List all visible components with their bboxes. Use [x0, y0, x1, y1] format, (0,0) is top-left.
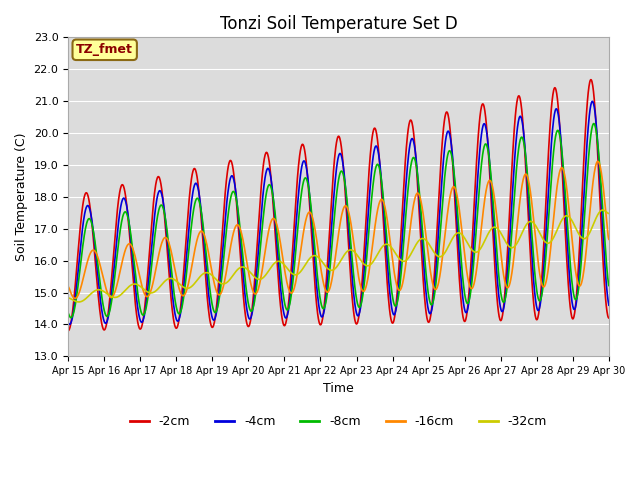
-32cm: [245, 268, 253, 274]
-16cm: [605, 237, 612, 242]
-4cm: [423, 295, 431, 301]
-2cm: [587, 77, 595, 83]
-32cm: [605, 211, 612, 216]
-32cm: [541, 239, 549, 245]
-4cm: [172, 314, 179, 320]
-8cm: [590, 120, 598, 126]
-4cm: [245, 316, 253, 322]
-2cm: [605, 315, 612, 321]
-4cm: [605, 302, 612, 308]
-16cm: [71, 296, 79, 301]
-4cm: [66, 322, 74, 327]
-4cm: [589, 98, 596, 104]
-8cm: [172, 301, 179, 307]
-32cm: [599, 207, 607, 213]
-16cm: [423, 239, 431, 245]
Text: TZ_fmet: TZ_fmet: [76, 43, 133, 56]
-2cm: [172, 324, 179, 330]
X-axis label: Time: Time: [323, 382, 354, 395]
-32cm: [185, 285, 193, 291]
-2cm: [245, 324, 253, 329]
-16cm: [185, 279, 193, 285]
-32cm: [172, 277, 179, 283]
-8cm: [423, 276, 431, 282]
-16cm: [64, 284, 72, 289]
-32cm: [493, 226, 501, 231]
-2cm: [64, 328, 72, 334]
-32cm: [64, 295, 72, 301]
-16cm: [541, 282, 549, 288]
Line: -4cm: -4cm: [68, 101, 609, 324]
-32cm: [423, 238, 431, 244]
-16cm: [594, 158, 602, 164]
-8cm: [64, 311, 72, 316]
Y-axis label: Soil Temperature (C): Soil Temperature (C): [15, 132, 28, 261]
-8cm: [185, 248, 193, 253]
Line: -8cm: -8cm: [68, 123, 609, 318]
-16cm: [493, 218, 501, 224]
-16cm: [172, 270, 179, 276]
-4cm: [541, 246, 549, 252]
Legend: -2cm, -4cm, -8cm, -16cm, -32cm: -2cm, -4cm, -8cm, -16cm, -32cm: [125, 410, 552, 433]
-2cm: [493, 294, 500, 300]
-8cm: [67, 315, 75, 321]
-8cm: [245, 305, 253, 311]
Line: -32cm: -32cm: [68, 210, 609, 302]
Line: -16cm: -16cm: [68, 161, 609, 299]
-8cm: [493, 255, 501, 261]
-2cm: [184, 205, 192, 211]
-16cm: [245, 274, 253, 279]
Line: -2cm: -2cm: [68, 80, 609, 331]
-4cm: [64, 320, 72, 325]
-2cm: [541, 225, 548, 231]
-2cm: [422, 311, 430, 316]
-8cm: [605, 283, 612, 288]
-32cm: [75, 299, 83, 305]
-8cm: [541, 264, 549, 270]
-4cm: [493, 276, 501, 282]
-4cm: [185, 226, 193, 232]
Title: Tonzi Soil Temperature Set D: Tonzi Soil Temperature Set D: [220, 15, 458, 33]
